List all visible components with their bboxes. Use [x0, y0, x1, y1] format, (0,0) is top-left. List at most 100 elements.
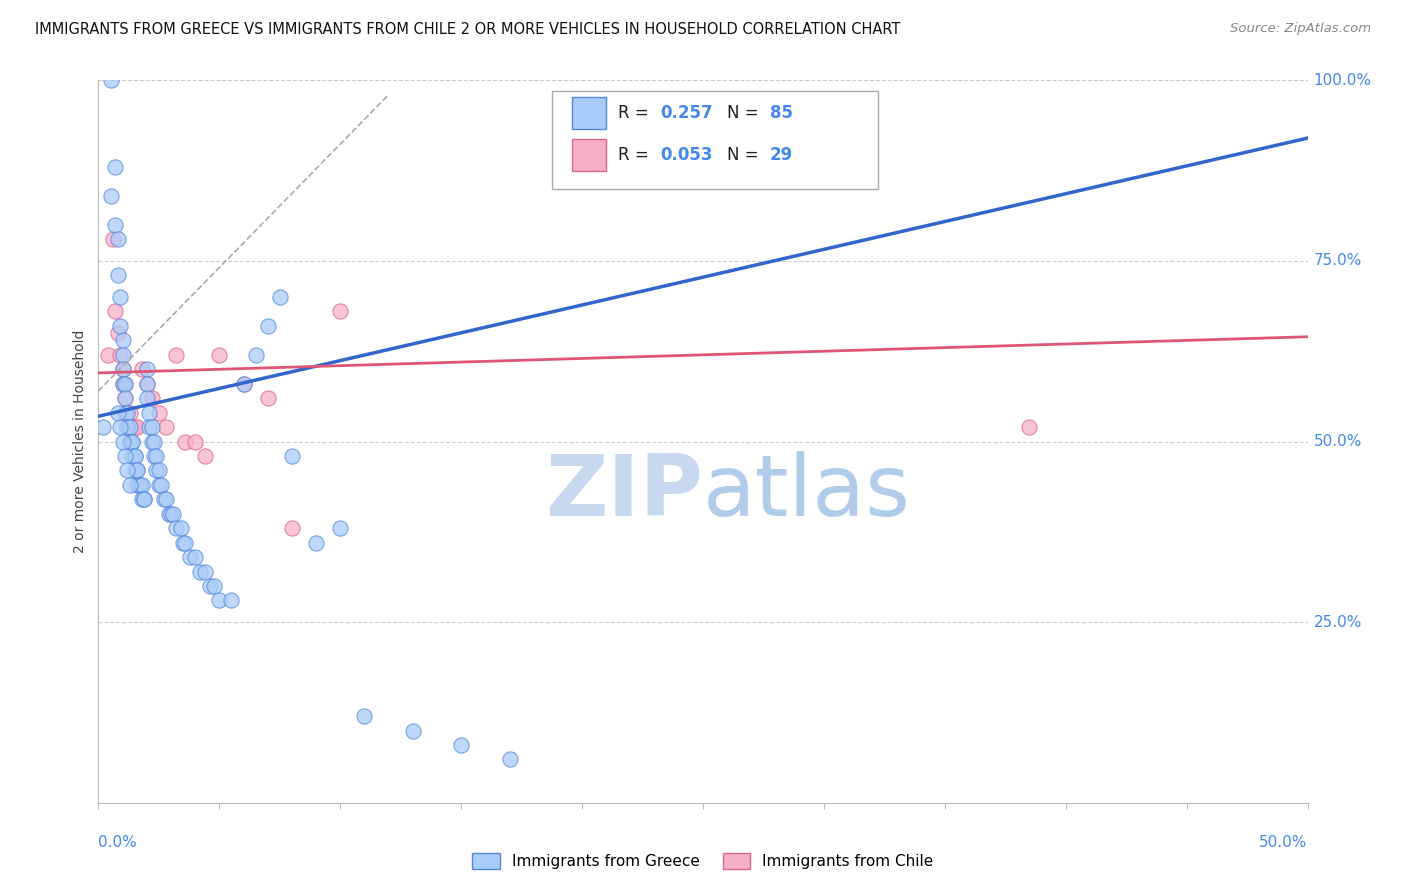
Point: [141, 434, 163, 449]
Point: [402, 723, 425, 738]
Point: [111, 434, 134, 449]
Point: [124, 449, 146, 463]
Point: [121, 420, 143, 434]
Point: [117, 420, 139, 434]
Point: [118, 434, 141, 449]
Text: 0.053: 0.053: [661, 146, 713, 164]
Point: [134, 492, 156, 507]
Point: [111, 362, 134, 376]
Point: [114, 406, 136, 420]
Point: [256, 318, 278, 333]
Point: [232, 376, 254, 391]
Point: [100, 73, 122, 87]
Point: [127, 463, 149, 477]
Point: [145, 463, 167, 477]
Point: [174, 535, 197, 549]
Point: [138, 420, 160, 434]
Point: [498, 752, 520, 766]
Point: [104, 304, 127, 318]
Point: [127, 463, 149, 477]
Text: 85: 85: [769, 103, 793, 122]
Point: [118, 434, 141, 449]
Text: 100.0%: 100.0%: [1313, 73, 1372, 87]
Point: [108, 348, 131, 362]
Point: [131, 362, 153, 376]
Point: [138, 406, 160, 420]
Point: [135, 376, 157, 391]
Point: [114, 376, 136, 391]
Point: [450, 738, 472, 752]
Point: [134, 492, 156, 507]
Point: [179, 550, 201, 565]
Point: [208, 348, 231, 362]
Point: [91, 420, 114, 434]
Point: [121, 434, 143, 449]
Point: [107, 326, 129, 340]
Point: [1018, 420, 1040, 434]
Point: [145, 449, 167, 463]
Point: [117, 463, 139, 477]
Point: [104, 160, 127, 174]
Point: [160, 507, 183, 521]
Point: [97, 348, 120, 362]
Point: [118, 478, 141, 492]
Point: [165, 521, 187, 535]
Point: [135, 391, 157, 405]
Text: ZIP: ZIP: [546, 450, 703, 533]
Point: [127, 420, 149, 434]
Point: [148, 463, 170, 477]
Point: [118, 406, 141, 420]
Point: [169, 521, 191, 535]
Point: [108, 318, 131, 333]
Point: [148, 406, 170, 420]
Point: [111, 362, 134, 376]
Point: [150, 478, 173, 492]
Point: [162, 507, 184, 521]
Point: [143, 449, 166, 463]
Point: [104, 218, 127, 232]
Point: [121, 449, 143, 463]
Point: [329, 521, 352, 535]
Point: [143, 434, 166, 449]
Text: 0.0%: 0.0%: [98, 835, 138, 850]
Point: [245, 348, 267, 362]
Text: N =: N =: [727, 103, 763, 122]
Point: [194, 449, 217, 463]
Point: [124, 449, 146, 463]
Point: [148, 478, 170, 492]
Point: [194, 565, 217, 579]
Text: 0.257: 0.257: [661, 103, 713, 122]
Point: [128, 478, 150, 492]
Text: atlas: atlas: [703, 450, 911, 533]
Point: [117, 406, 139, 420]
Point: [155, 492, 177, 507]
Text: R =: R =: [619, 103, 654, 122]
Point: [121, 434, 143, 449]
Point: [101, 232, 124, 246]
Point: [111, 334, 134, 348]
Point: [174, 434, 197, 449]
FancyBboxPatch shape: [572, 139, 606, 171]
Point: [155, 420, 177, 434]
Text: N =: N =: [727, 146, 763, 164]
Point: [108, 290, 131, 304]
Point: [127, 478, 149, 492]
Point: [107, 268, 129, 283]
Point: [256, 391, 278, 405]
Point: [221, 593, 243, 607]
Point: [100, 189, 122, 203]
Point: [111, 376, 134, 391]
Point: [135, 362, 157, 376]
Point: [118, 420, 141, 434]
Point: [152, 492, 174, 507]
Point: [107, 232, 129, 246]
Point: [107, 406, 129, 420]
Point: [232, 376, 254, 391]
Point: [305, 535, 328, 549]
Point: [172, 535, 194, 549]
Point: [111, 376, 134, 391]
Text: Source: ZipAtlas.com: Source: ZipAtlas.com: [1230, 22, 1371, 36]
Point: [188, 565, 211, 579]
Text: 29: 29: [769, 146, 793, 164]
Y-axis label: 2 or more Vehicles in Household: 2 or more Vehicles in Household: [73, 330, 87, 553]
